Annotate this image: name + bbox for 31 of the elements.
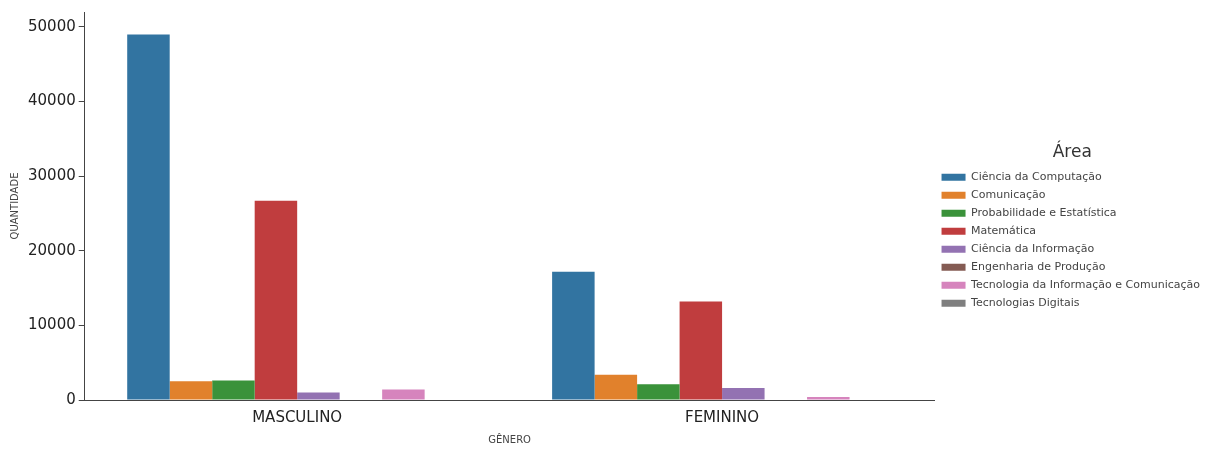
bar xyxy=(382,389,425,400)
legend-label: Tecnologia da Informação e Comunicação xyxy=(970,278,1201,292)
bar xyxy=(212,380,255,400)
y-tick-label: 30000 xyxy=(28,166,76,185)
bar xyxy=(169,381,213,400)
legend-label: Probabilidade e Estatística xyxy=(971,206,1117,220)
y-tick-label: 40000 xyxy=(28,91,76,110)
bar xyxy=(637,384,680,400)
bar xyxy=(552,271,595,400)
legend-label: Ciência da Informação xyxy=(971,242,1095,256)
y-tick-label: 0 xyxy=(66,389,76,408)
legend-title: Área xyxy=(1052,140,1092,162)
legend-label: Matemática xyxy=(971,224,1036,238)
x-axis-title: GÊNERO xyxy=(488,432,532,445)
y-axis-title: QUANTIDADE xyxy=(8,172,20,240)
legend-label: Comunicação xyxy=(971,188,1046,202)
bar xyxy=(127,34,170,400)
x-tick-label: FEMININO xyxy=(685,407,760,426)
y-tick-label: 10000 xyxy=(28,315,76,334)
bar xyxy=(254,200,298,400)
x-tick-label: MASCULINO xyxy=(252,407,343,426)
legend-label: Tecnologias Digitais xyxy=(970,296,1080,310)
bar xyxy=(722,388,765,400)
y-tick-label: 50000 xyxy=(28,16,76,35)
y-tick-label: 20000 xyxy=(28,240,76,259)
bar xyxy=(297,392,340,400)
legend-label: Ciência da Computação xyxy=(971,170,1102,184)
bar xyxy=(807,397,850,400)
bar xyxy=(594,374,638,400)
bar xyxy=(679,301,723,400)
legend-label: Engenharia de Produção xyxy=(971,260,1106,274)
